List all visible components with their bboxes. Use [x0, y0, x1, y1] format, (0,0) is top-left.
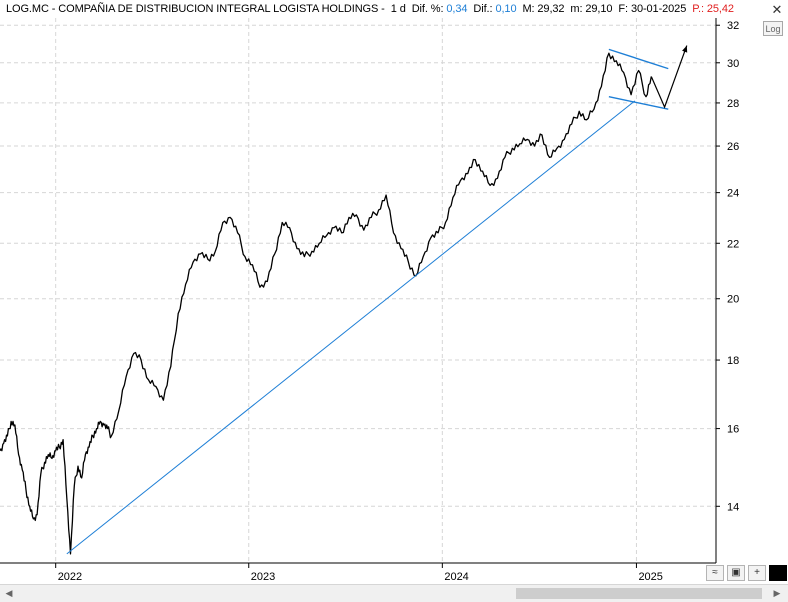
channel-upper: [608, 48, 669, 70]
dif-pct-label: Dif. %:: [411, 3, 444, 15]
x-tick-label: 2023: [251, 571, 275, 583]
grid: [0, 18, 716, 563]
add-icon[interactable]: +: [748, 565, 766, 581]
y-tick-label: 16: [727, 424, 739, 436]
y-tick-label: 28: [727, 98, 739, 110]
axes: [0, 18, 717, 564]
y-tick-label: 14: [727, 501, 739, 513]
x-axis-ticks: 2022 2023 2024 2025: [55, 563, 663, 583]
x-tick-label: 2025: [638, 571, 662, 583]
color-square-icon[interactable]: [769, 565, 787, 581]
y-tick-label: 30: [727, 58, 739, 70]
y-tick-label: 18: [727, 355, 739, 367]
dif-pct-value: 0,34: [446, 3, 468, 15]
y-tick-label: 22: [727, 238, 739, 250]
scroll-right-icon[interactable]: ▶: [773, 588, 781, 598]
log-scale-button[interactable]: Log: [763, 21, 783, 36]
date-value: F: 30-01-2025: [618, 3, 687, 15]
ticker-name: LOG.MC - COMPAÑIA DE DISTRIBUCION INTEGR…: [6, 3, 385, 15]
projection-arrowhead: [682, 45, 688, 53]
x-tick-label: 2022: [58, 571, 82, 583]
scroll-thumb[interactable]: [516, 588, 762, 599]
horizontal-scrollbar[interactable]: ◀ ▶: [0, 584, 788, 602]
period-label: 1 d: [390, 3, 406, 15]
y-tick-label: 20: [727, 294, 739, 306]
dif-value: 0,10: [495, 3, 517, 15]
close-icon[interactable]: ✕: [771, 2, 783, 17]
price-line: [0, 52, 652, 555]
save-icon[interactable]: ▣: [727, 565, 745, 581]
scroll-left-icon[interactable]: ◀: [5, 588, 13, 598]
max-value: M: 29,32: [522, 3, 565, 15]
dif-label: Dif.:: [473, 3, 493, 15]
projection-line: [650, 45, 688, 109]
wave-icon[interactable]: ≈: [706, 565, 724, 581]
channel-lower: [608, 96, 669, 110]
price-value: P.: 25,42: [692, 3, 734, 15]
y-tick-label: 26: [727, 141, 739, 153]
min-value: m: 29,10: [570, 3, 613, 15]
trendline: [66, 100, 636, 555]
y-tick-label: 32: [727, 20, 739, 32]
series: [0, 45, 688, 555]
chart-toolbar: ≈ ▣ +: [706, 565, 788, 583]
x-tick-label: 2024: [444, 571, 468, 583]
y-tick-label: 24: [727, 188, 739, 200]
y-axis-ticks: 14 16 18 20 22 24 26 28 30 32: [716, 20, 739, 513]
chart-header: LOG.MC - COMPAÑIA DE DISTRIBUCION INTEGR…: [6, 3, 737, 15]
